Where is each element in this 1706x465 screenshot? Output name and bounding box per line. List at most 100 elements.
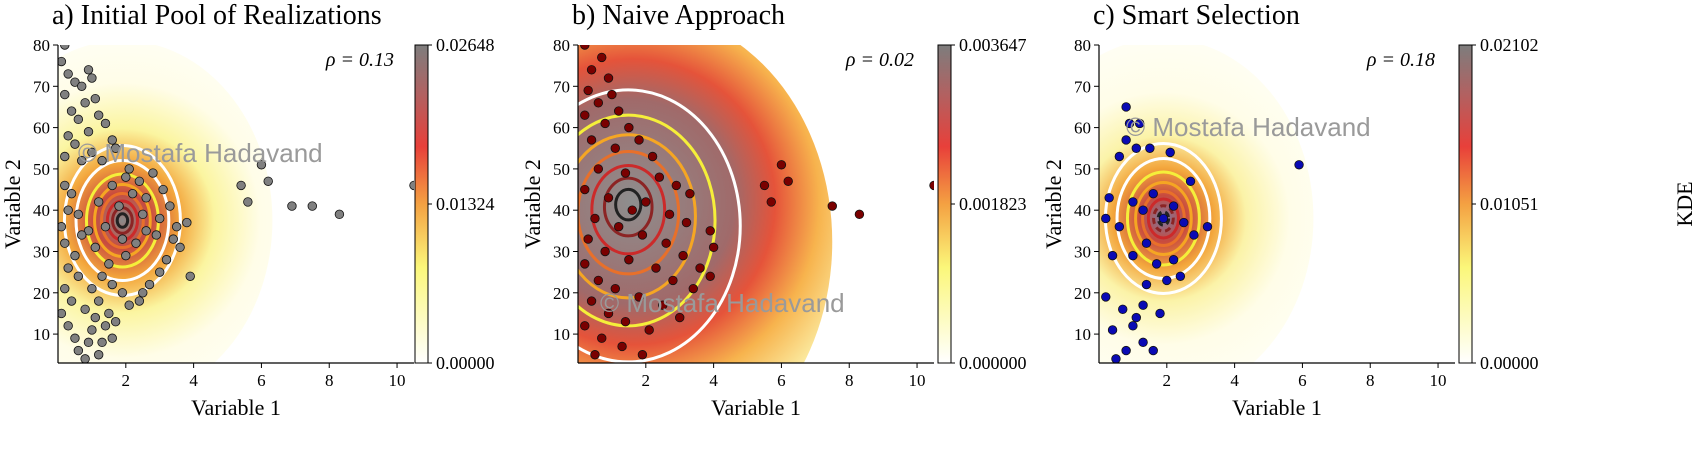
data-point (766, 197, 776, 207)
plot-area (578, 45, 934, 363)
data-point (58, 56, 67, 67)
data-point (334, 209, 345, 220)
data-point (80, 304, 90, 315)
kde-contour (578, 113, 717, 328)
kde-contour (578, 133, 697, 300)
data-point (161, 255, 172, 265)
data-point (63, 321, 73, 331)
y-axis-label: Variable 2 (0, 159, 25, 249)
data-point (175, 242, 185, 253)
data-point (1141, 279, 1152, 290)
y-tick-label: 60 (553, 119, 570, 138)
data-point (58, 308, 67, 319)
kde-contour (614, 187, 643, 222)
data-point (114, 201, 124, 211)
data-point (70, 139, 80, 149)
data-point (141, 193, 151, 203)
data-point (583, 234, 593, 244)
colorbar-tick-label: 0.001823 (959, 194, 1027, 214)
y-tick-label: 30 (553, 242, 570, 261)
data-point (60, 89, 70, 100)
data-point (121, 250, 131, 261)
data-point (610, 283, 620, 294)
data-point (1155, 308, 1165, 319)
data-point (77, 81, 87, 91)
data-point (77, 155, 87, 166)
data-point (586, 65, 597, 75)
data-point (60, 283, 70, 294)
data-point (73, 345, 84, 356)
data-point (171, 222, 182, 232)
y-axis-label: Variable 2 (520, 159, 545, 249)
colorbar-tick-label: 0.000000 (959, 353, 1027, 373)
x-axis-label: Variable 1 (191, 395, 281, 420)
data-point (60, 151, 70, 162)
data-point (83, 226, 94, 236)
data-point (155, 267, 165, 277)
x-tick-label: 2 (122, 371, 131, 390)
data-point (66, 188, 77, 199)
correlation-annotation: ρ = 0.13 (325, 49, 394, 71)
data-point (597, 52, 607, 63)
data-point (73, 114, 84, 125)
data-point (60, 238, 70, 248)
data-point (668, 275, 678, 286)
data-point (93, 197, 104, 207)
data-point (634, 292, 644, 302)
y-tick-label: 70 (1074, 77, 1091, 96)
data-point (1138, 337, 1148, 348)
colorbar-tick-label: 0.02648 (436, 35, 495, 55)
data-point (63, 205, 73, 215)
y-tick-label: 30 (1074, 242, 1091, 261)
data-point (641, 197, 651, 207)
y-tick-label: 10 (1074, 325, 1091, 344)
data-point (1138, 300, 1148, 310)
data-point (168, 234, 178, 244)
data-point (1121, 102, 1131, 112)
data-point (97, 271, 107, 281)
data-point (580, 184, 590, 195)
data-point (117, 288, 128, 298)
y-tick-label: 60 (33, 119, 50, 138)
panel-1: 2 4 6 8 10 10 20 30 40 50 60 70 80a) Initial Pool of… (0, 0, 495, 420)
x-tick-label: 6 (777, 371, 786, 390)
data-point (708, 242, 719, 253)
data-point (93, 350, 104, 360)
data-point (97, 337, 107, 348)
kde-contour (1152, 204, 1175, 233)
data-point (929, 180, 934, 191)
data-point (586, 296, 597, 306)
data-point (593, 164, 604, 174)
data-point (678, 250, 688, 261)
data-point (695, 263, 705, 273)
data-point (593, 98, 604, 108)
data-point (90, 242, 100, 253)
data-point (70, 333, 80, 343)
data-point (124, 164, 134, 174)
data-point (87, 73, 97, 83)
data-point (647, 151, 658, 162)
data-point (144, 279, 155, 290)
data-point (138, 209, 148, 220)
data-point (1158, 213, 1169, 224)
data-point (151, 230, 162, 240)
data-point (580, 321, 590, 331)
panel-2: 2 4 6 8 10 10 20 30 40 50 60 70 80b) Naive Approach V… (520, 0, 1027, 420)
data-point (681, 217, 692, 228)
data-point (658, 300, 668, 310)
data-point (73, 209, 84, 220)
data-point (661, 238, 671, 248)
data-point (1179, 217, 1189, 228)
data-point (87, 325, 97, 335)
data-point (287, 201, 297, 211)
data-point (107, 333, 117, 343)
data-point (620, 317, 631, 327)
x-tick-label: 8 (325, 371, 334, 390)
data-point (63, 69, 73, 79)
data-point (148, 168, 158, 178)
data-point (90, 312, 100, 323)
data-point (1131, 143, 1141, 153)
data-point (104, 259, 114, 269)
data-point (121, 172, 131, 182)
